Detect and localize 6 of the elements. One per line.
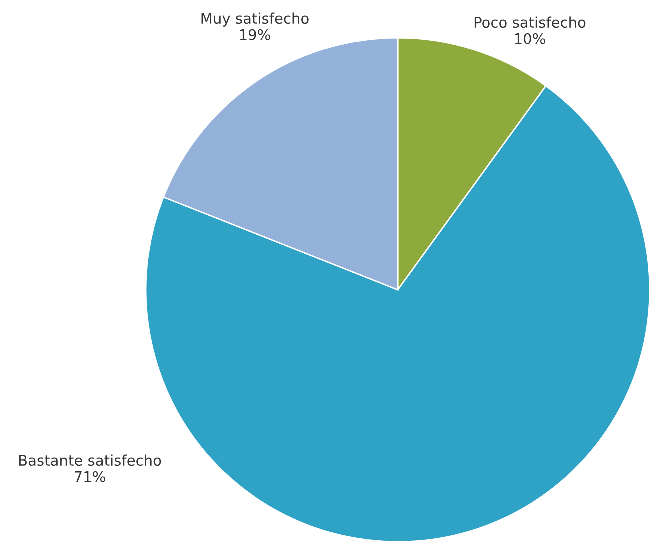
data-label: 19% bbox=[240, 29, 270, 40]
data-label: 71% bbox=[74, 471, 106, 482]
slice-label: Muy satisfecho bbox=[202, 12, 309, 27]
slice-label: Bastante satisfecho bbox=[19, 454, 162, 466]
slice-label: Poco satisfecho bbox=[474, 16, 586, 28]
data-label: 10% bbox=[515, 33, 546, 44]
